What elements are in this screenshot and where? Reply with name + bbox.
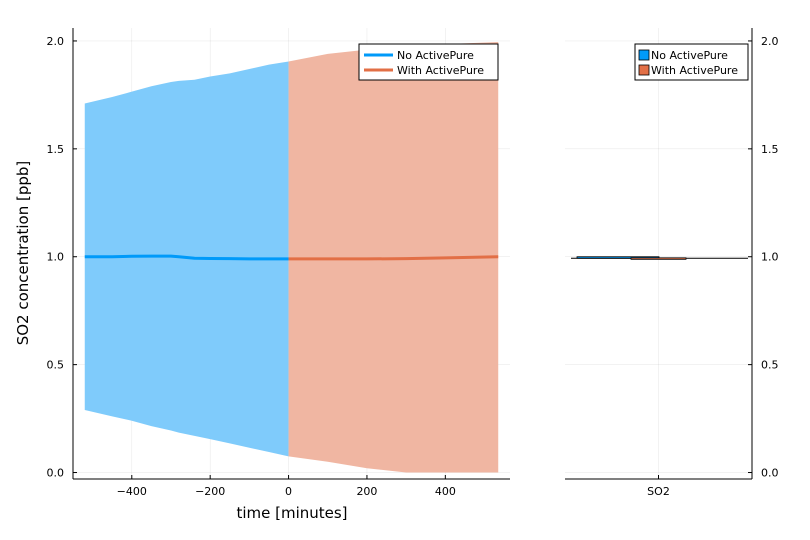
left-legend-label-0: No ActivePure	[397, 49, 474, 62]
left-y-tick-labels: 0.0 0.5 1.0 1.5 2.0	[47, 35, 65, 480]
left-x-tick-label: 0	[285, 485, 292, 498]
left-series-lines	[84, 254, 499, 261]
left-axes	[72, 28, 510, 480]
left-legend-box	[358, 43, 499, 81]
y-axis-title: SO2 concentration [ppb]	[14, 161, 32, 346]
right-legend: No ActivePure With ActivePure	[634, 43, 749, 81]
right-legend-box	[634, 43, 749, 81]
right-y-tick-label: 1.5	[761, 143, 779, 156]
right-x-tick-label: SO2	[647, 485, 670, 498]
right-y-tick-label: 0.0	[761, 467, 779, 480]
right-legend-label-0: No ActivePure	[651, 49, 728, 62]
right-y-tick-label: 2.0	[761, 35, 779, 48]
left-x-tick-label: 400	[435, 485, 456, 498]
right-y-tick-label: 1.0	[761, 251, 779, 264]
right-legend-swatch-0	[638, 49, 650, 61]
right-legend-swatch-1	[638, 64, 650, 76]
left-x-tick-label: −200	[195, 485, 225, 498]
line-series-1	[288, 255, 499, 261]
right-bars	[571, 256, 748, 260]
left-legend-label-1: With ActivePure	[397, 64, 484, 77]
left-x-tick-label: 200	[356, 485, 377, 498]
left-y-tick-label: 1.5	[47, 143, 65, 156]
x-axis-title: time [minutes]	[236, 504, 347, 522]
bar-series-1	[630, 257, 687, 260]
right-legend-label-1: With ActivePure	[651, 64, 738, 77]
left-y-tick-label: 2.0	[47, 35, 65, 48]
line-series-0	[84, 254, 289, 261]
right-axes	[565, 28, 753, 480]
left-x-tick-label: −400	[117, 485, 147, 498]
left-y-tick-label: 0.0	[47, 467, 65, 480]
left-y-tick-label: 1.0	[47, 251, 65, 264]
left-legend: No ActivePure With ActivePure	[358, 43, 499, 81]
right-x-tick-labels: SO2	[647, 485, 670, 498]
left-y-tick-label: 0.5	[47, 359, 65, 372]
left-x-tick-labels: −400 −200 0 200 400	[117, 485, 456, 498]
right-y-tick-label: 0.5	[761, 359, 779, 372]
right-y-tick-labels: 0.0 0.5 1.0 1.5 2.0	[761, 35, 779, 480]
